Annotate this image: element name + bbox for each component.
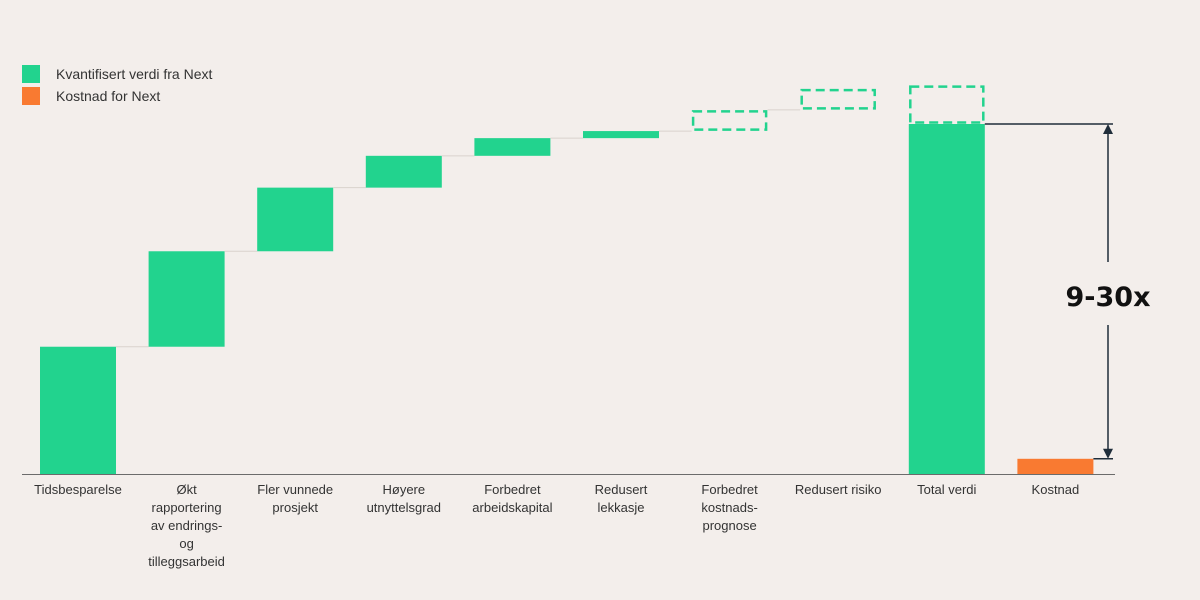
- legend-item-value: Kvantifisert verdi fra Next: [22, 63, 212, 85]
- x-tick-label: Høyere utnyttelsgrad: [367, 482, 441, 515]
- ratio-arrowhead-down: [1103, 448, 1113, 459]
- ratio-arrowhead-up: [1103, 124, 1113, 134]
- waterfall-bar: [40, 346, 116, 474]
- x-tick-label: Redusert lekkasje: [595, 482, 648, 515]
- x-tick-label: Total verdi: [917, 482, 976, 497]
- legend-item-cost: Kostnad for Next: [22, 85, 212, 107]
- x-tick-label: Kostnad: [1032, 482, 1080, 497]
- waterfall-bar: [257, 187, 334, 252]
- waterfall-bar: [583, 131, 659, 139]
- legend-label-cost: Kostnad for Next: [56, 88, 161, 104]
- cost-bar: [1017, 458, 1094, 474]
- waterfall-bar: [474, 138, 551, 156]
- legend-label-value: Kvantifisert verdi fra Next: [56, 66, 213, 82]
- legend: Kvantifisert verdi fra Next Kostnad for …: [22, 63, 212, 107]
- legend-swatch-cost: [22, 87, 40, 105]
- waterfall-bar-unquantified: [800, 88, 876, 110]
- x-tick-label: Forbedret arbeidskapital: [472, 482, 552, 515]
- total-bar: [908, 124, 985, 474]
- waterfall-bar: [365, 155, 442, 188]
- waterfall-bar: [148, 251, 225, 347]
- waterfall-bar-unquantified: [691, 110, 768, 131]
- x-tick-label: Fler vunnede prosjekt: [257, 482, 333, 515]
- x-tick-label: Tidsbesparelse: [34, 482, 122, 497]
- legend-swatch-value: [22, 65, 40, 83]
- total-bar-unquantified-part: [909, 85, 985, 124]
- x-tick-label: Forbedret kostnads-prognose: [701, 482, 758, 533]
- x-tick-label: Redusert risiko: [795, 482, 882, 497]
- ratio-annotation-label: 9-30x: [1066, 282, 1151, 313]
- x-tick-label: Økt rapportering av endrings-og tilleggsarb…: [148, 482, 225, 569]
